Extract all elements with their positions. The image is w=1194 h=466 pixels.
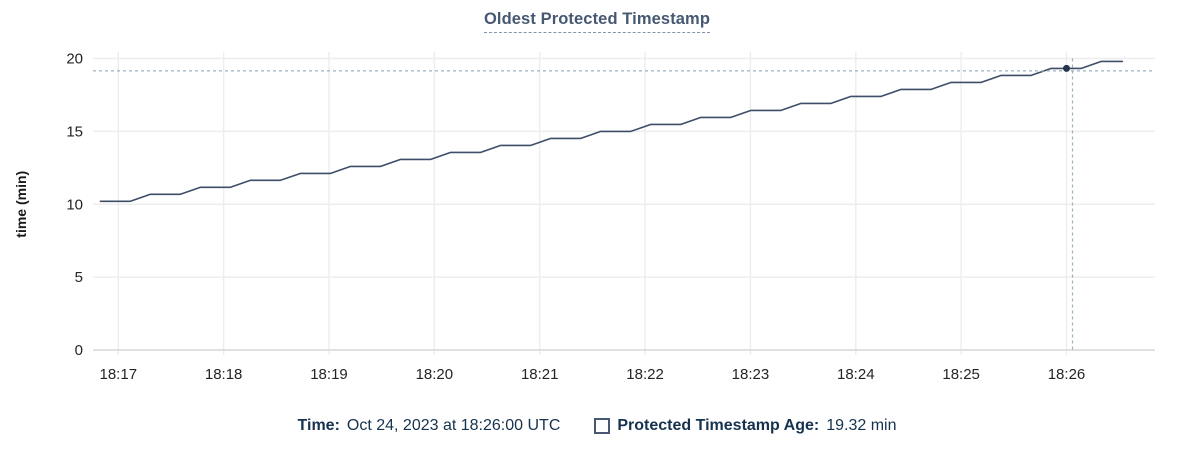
x-tick-label: 18:24 [837, 366, 875, 383]
tooltip-series-label: Protected Timestamp Age: [617, 417, 820, 434]
tooltip-series-value: 19.32 min [826, 417, 897, 434]
x-tick-label: 18:20 [416, 366, 454, 383]
tooltip-time-value: Oct 24, 2023 at 18:26:00 UTC [346, 417, 561, 434]
y-tick-label: 0 [75, 342, 83, 359]
x-tick-label: 18:26 [1048, 366, 1086, 383]
chart-tooltip-legend: Time: Oct 24, 2023 at 18:26:00 UTC Prote… [0, 417, 1194, 435]
x-tick-label: 18:18 [205, 366, 243, 383]
series-line-protected-timestamp-age [99, 60, 1124, 203]
chart-title-row: Oldest Protected Timestamp [0, 10, 1194, 33]
x-tick-label: 18:25 [942, 366, 980, 383]
tooltip-time-label: Time: [297, 417, 340, 434]
x-tick-label: 18:17 [100, 366, 138, 383]
hover-dot [1063, 64, 1070, 72]
x-tick-label: 18:19 [310, 366, 348, 383]
chart-title[interactable]: Oldest Protected Timestamp [483, 10, 711, 33]
y-tick-label: 5 [75, 269, 83, 286]
y-tick-label: 15 [66, 123, 83, 140]
y-tick-label: 20 [66, 51, 83, 68]
x-tick-label: 18:22 [626, 366, 664, 383]
y-axis-label: time (min) [13, 171, 29, 238]
y-tick-label: 10 [66, 196, 83, 213]
x-tick-label: 18:23 [732, 366, 770, 383]
x-tick-label: 18:21 [521, 366, 559, 383]
series-swatch-icon[interactable] [594, 418, 611, 434]
line-chart[interactable]: 18:17 18:18 18:19 18:20 18:21 18:22 18:23 18:24… [0, 0, 1194, 400]
